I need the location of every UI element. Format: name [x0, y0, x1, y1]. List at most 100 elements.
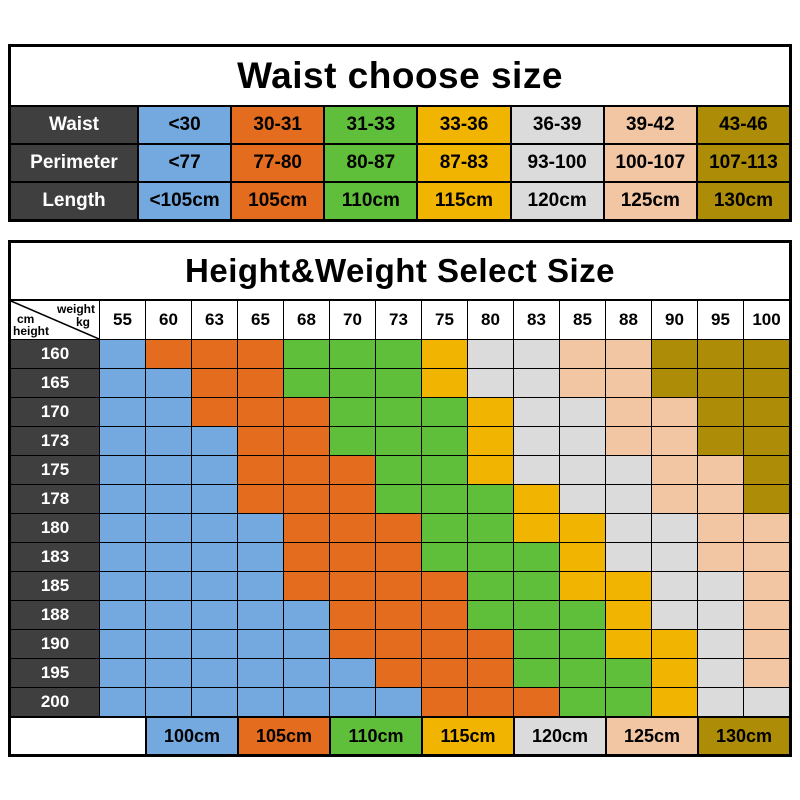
size-cell — [146, 485, 191, 513]
size-cell — [238, 659, 283, 687]
size-cell — [514, 369, 559, 397]
size-cell — [376, 485, 421, 513]
matrix-corner-cell: weight kg cm height — [11, 301, 99, 339]
size-cell — [744, 369, 789, 397]
waist-row-header: Waist — [11, 107, 137, 143]
size-cell — [744, 543, 789, 571]
size-cell — [376, 427, 421, 455]
size-cell — [652, 630, 697, 658]
size-cell — [744, 514, 789, 542]
size-cell — [146, 572, 191, 600]
corner-weight-label: weight — [57, 302, 95, 316]
size-cell — [100, 630, 145, 658]
waist-cell: 80-87 — [325, 145, 417, 181]
size-cell — [100, 601, 145, 629]
size-cell — [468, 543, 513, 571]
size-cell — [192, 514, 237, 542]
size-cell — [698, 398, 743, 426]
size-cell — [284, 369, 329, 397]
size-cell — [560, 456, 605, 484]
size-cell — [560, 398, 605, 426]
size-cell — [146, 340, 191, 368]
size-cell — [146, 543, 191, 571]
size-cell — [238, 485, 283, 513]
size-cell — [100, 456, 145, 484]
size-cell — [744, 427, 789, 455]
waist-cell: 100-107 — [604, 145, 696, 181]
waist-cell: 33-36 — [418, 107, 510, 143]
size-cell — [468, 601, 513, 629]
weight-header-cell: 90 — [652, 301, 697, 339]
height-header-cell: 180 — [11, 514, 99, 542]
size-cell — [376, 456, 421, 484]
size-cell — [652, 572, 697, 600]
size-cell — [192, 485, 237, 513]
height-header-cell: 200 — [11, 688, 99, 716]
size-cell — [376, 543, 421, 571]
legend-item: 130cm — [697, 718, 789, 754]
size-cell — [698, 340, 743, 368]
size-cell — [514, 572, 559, 600]
size-cell — [192, 572, 237, 600]
size-cell — [468, 456, 513, 484]
legend-item: 125cm — [605, 718, 697, 754]
weight-header-cell: 73 — [376, 301, 421, 339]
size-cell — [560, 369, 605, 397]
height-header-cell: 185 — [11, 572, 99, 600]
size-cell — [376, 688, 421, 716]
size-cell — [514, 601, 559, 629]
legend-item: 100cm — [145, 718, 237, 754]
height-header-cell: 183 — [11, 543, 99, 571]
size-cell — [330, 688, 375, 716]
size-cell — [744, 688, 789, 716]
waist-cell: 39-42 — [604, 107, 696, 143]
height-header-cell: 160 — [11, 340, 99, 368]
size-cell — [560, 427, 605, 455]
weight-header-cell: 65 — [238, 301, 283, 339]
size-cell — [606, 572, 651, 600]
weight-header-cell: 60 — [146, 301, 191, 339]
height-header-cell: 178 — [11, 485, 99, 513]
size-cell — [468, 369, 513, 397]
waist-cell: 107-113 — [697, 145, 789, 181]
size-cell — [744, 572, 789, 600]
size-cell — [698, 543, 743, 571]
waist-cell: 30-31 — [232, 107, 324, 143]
size-cell — [238, 369, 283, 397]
size-cell — [330, 398, 375, 426]
size-cell — [192, 340, 237, 368]
size-cell — [146, 688, 191, 716]
size-cell — [422, 456, 467, 484]
legend-item: 115cm — [421, 718, 513, 754]
size-cell — [698, 485, 743, 513]
size-cell — [606, 485, 651, 513]
size-cell — [606, 398, 651, 426]
size-cell — [146, 456, 191, 484]
waist-cell: <77 — [139, 145, 231, 181]
size-cell — [468, 485, 513, 513]
size-cell — [652, 688, 697, 716]
size-cell — [606, 630, 651, 658]
size-cell — [330, 485, 375, 513]
size-cell — [606, 688, 651, 716]
size-cell — [192, 543, 237, 571]
size-cell — [606, 514, 651, 542]
waist-row-header: Length — [11, 183, 137, 219]
size-cell — [284, 427, 329, 455]
size-cell — [100, 572, 145, 600]
size-cell — [744, 630, 789, 658]
size-cell — [698, 630, 743, 658]
waist-row-header: Perimeter — [11, 145, 137, 181]
size-cell — [238, 601, 283, 629]
size-cell — [468, 630, 513, 658]
size-cell — [652, 369, 697, 397]
size-cell — [330, 514, 375, 542]
size-cell — [744, 456, 789, 484]
height-header-cell: 165 — [11, 369, 99, 397]
size-cell — [330, 630, 375, 658]
size-cell — [330, 340, 375, 368]
size-cell — [376, 398, 421, 426]
size-cell — [100, 427, 145, 455]
weight-header-cell: 75 — [422, 301, 467, 339]
size-cell — [376, 601, 421, 629]
